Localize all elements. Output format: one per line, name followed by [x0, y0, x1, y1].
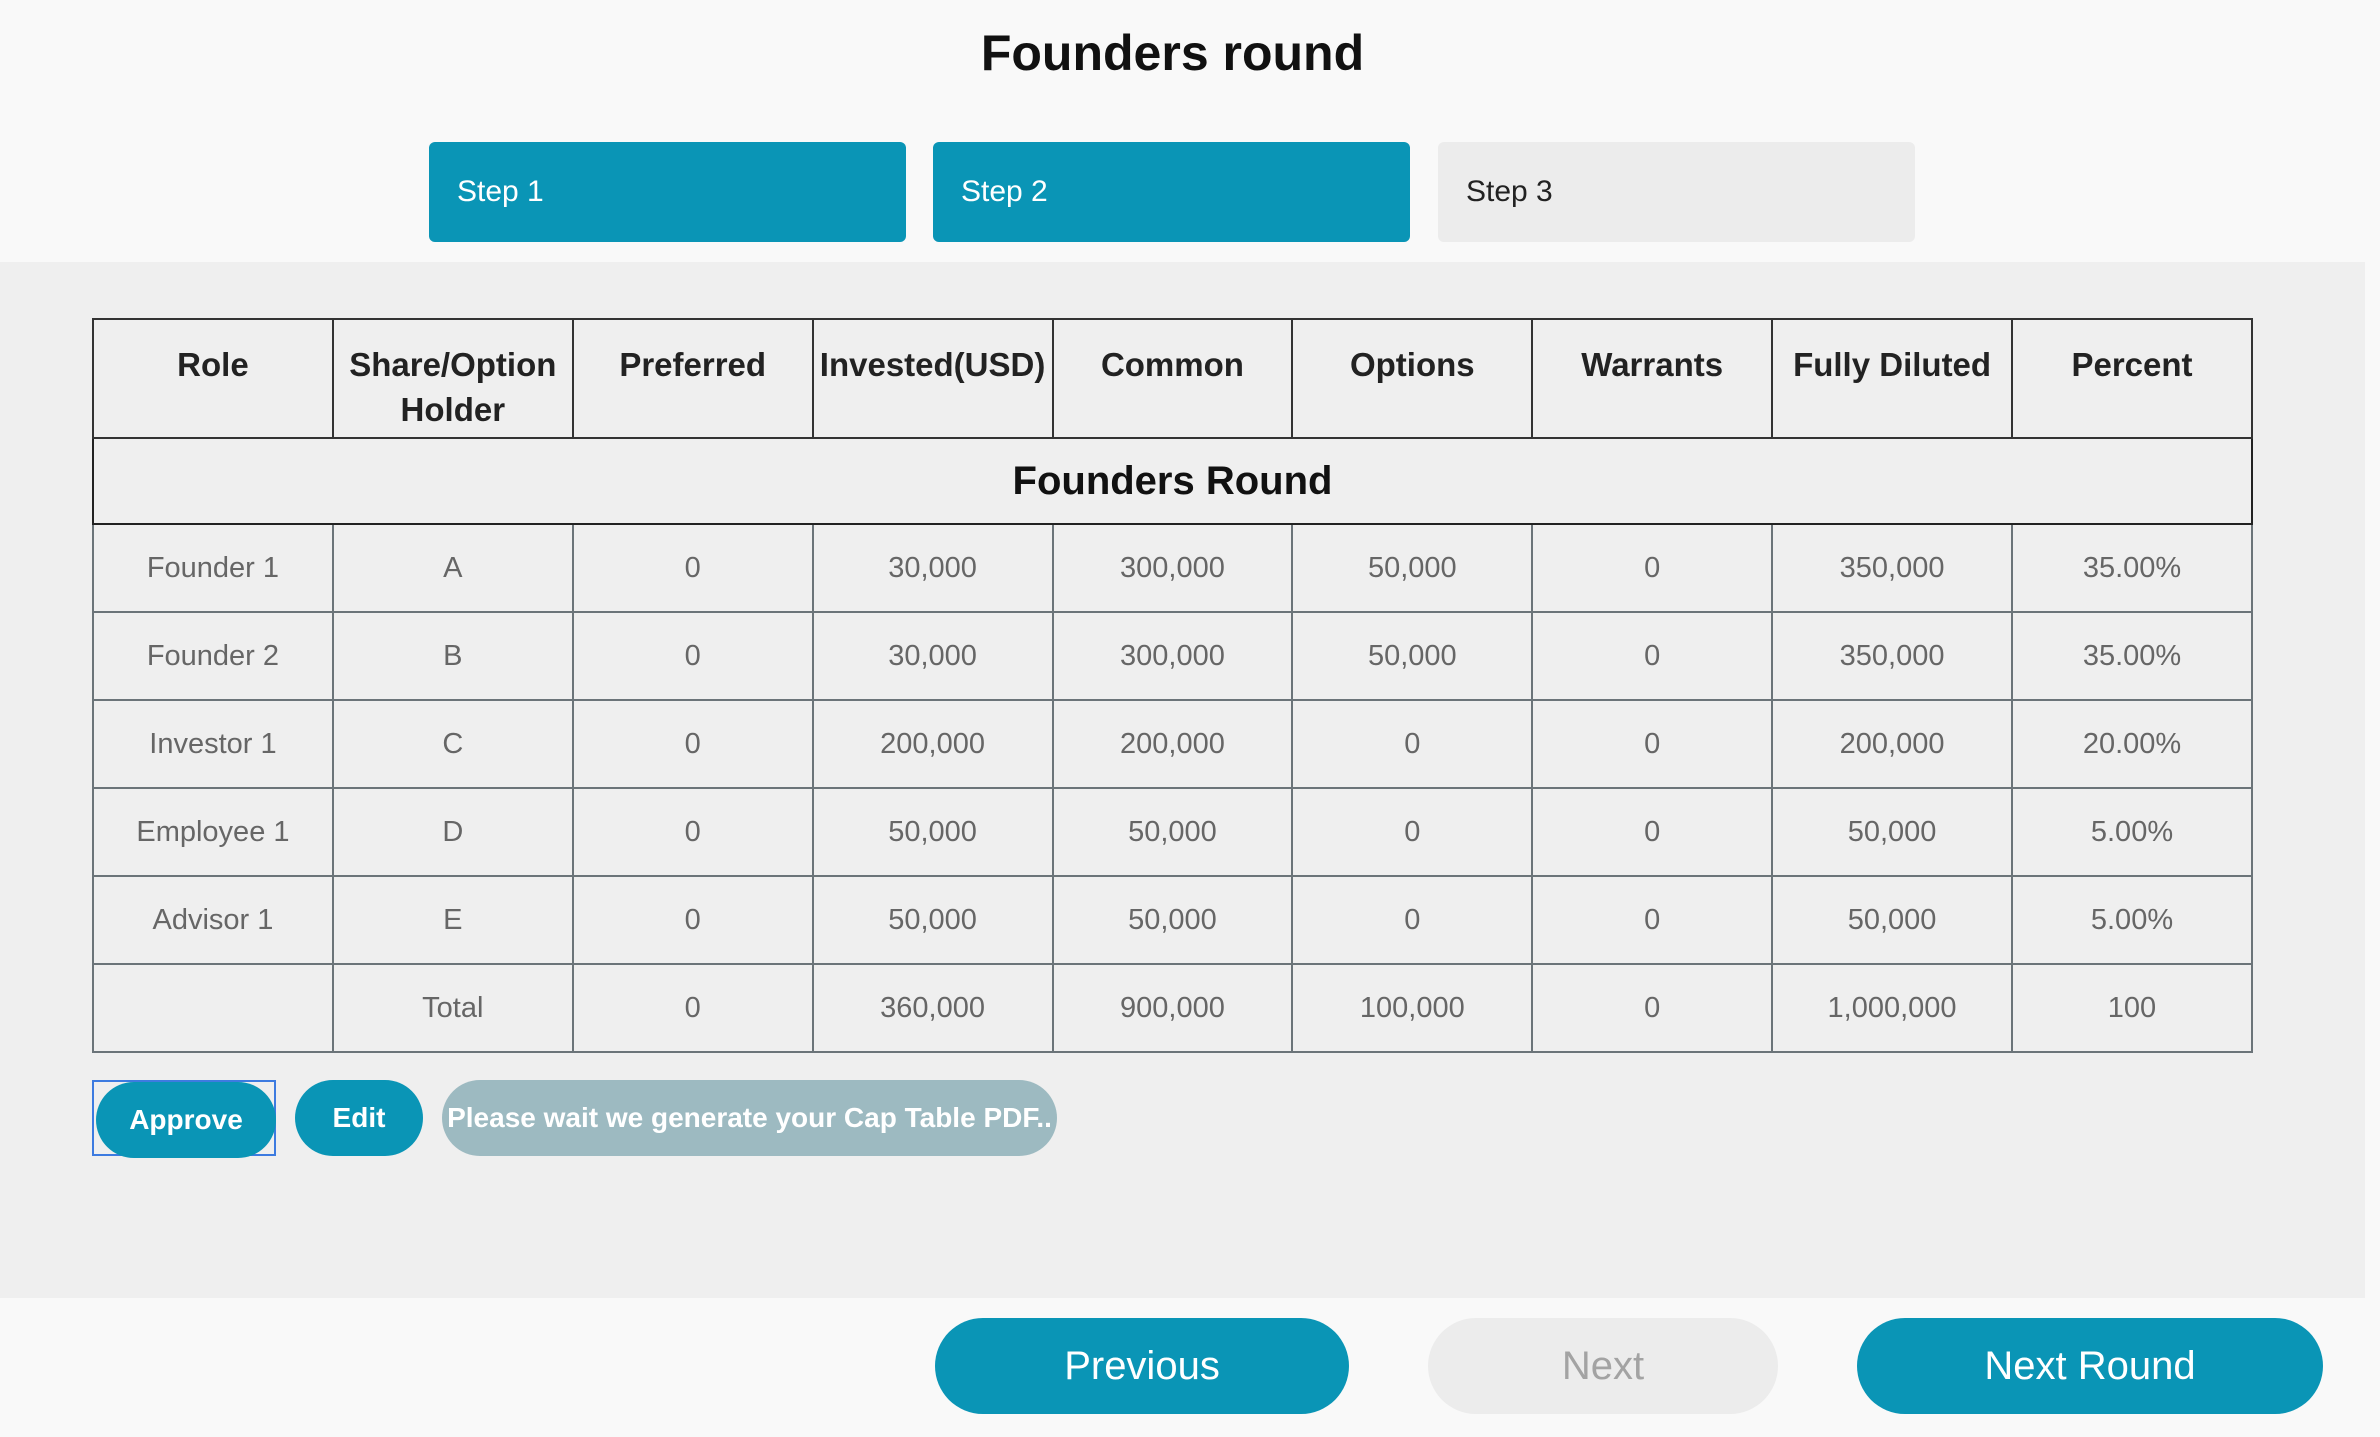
edit-button[interactable]: Edit — [295, 1080, 423, 1156]
step-3-tab[interactable]: Step 3 — [1438, 142, 1915, 242]
cell-role: Founder 1 — [92, 523, 334, 613]
header-fully-diluted: Fully Diluted — [1771, 318, 2013, 439]
header-percent: Percent — [2011, 318, 2253, 439]
cell-role: Employee 1 — [92, 787, 334, 877]
cell-role: Founder 2 — [92, 611, 334, 701]
cell-percent: 35.00% — [2011, 611, 2253, 701]
table-row: Advisor 1 E 0 50,000 50,000 0 0 50,000 5… — [92, 875, 2253, 965]
cell-invested: 50,000 — [811, 787, 1054, 877]
table-header-row: Role Share/Option Holder Preferred Inves… — [92, 318, 2253, 439]
cell-invested: 360,000 — [811, 963, 1054, 1053]
header-options: Options — [1291, 318, 1534, 439]
cell-warrants: 0 — [1531, 963, 1774, 1053]
step-indicator: Step 1 Step 2 Step 3 — [429, 142, 1915, 242]
table-row: Founder 2 B 0 30,000 300,000 50,000 0 35… — [92, 611, 2253, 701]
approve-button[interactable]: Approve — [96, 1082, 276, 1158]
header-preferred: Preferred — [571, 318, 814, 439]
cell-fully-diluted: 350,000 — [1771, 523, 2013, 613]
cell-options: 50,000 — [1291, 523, 1534, 613]
next-round-button[interactable]: Next Round — [1857, 1318, 2323, 1414]
cell-preferred: 0 — [571, 787, 814, 877]
approve-focus-ring: Approve — [92, 1080, 276, 1158]
cell-preferred: 0 — [571, 875, 814, 965]
cell-options: 0 — [1291, 875, 1534, 965]
cap-table-panel: Role Share/Option Holder Preferred Inves… — [0, 262, 2365, 1298]
cell-preferred: 0 — [571, 963, 814, 1053]
cell-warrants: 0 — [1531, 875, 1774, 965]
previous-button[interactable]: Previous — [935, 1318, 1349, 1414]
page-title: Founders round — [980, 25, 1365, 81]
next-button[interactable]: Next — [1428, 1318, 1778, 1414]
cell-invested: 50,000 — [811, 875, 1054, 965]
header-invested: Invested(USD) — [811, 318, 1054, 439]
generate-pdf-button[interactable]: Please wait we generate your Cap Table P… — [442, 1080, 1057, 1156]
cell-options: 0 — [1291, 699, 1534, 789]
cell-holder: D — [331, 787, 574, 877]
cell-holder: B — [331, 611, 574, 701]
cell-holder: E — [331, 875, 574, 965]
cell-percent: 35.00% — [2011, 523, 2253, 613]
cell-common: 50,000 — [1051, 875, 1294, 965]
cell-holder: Total — [331, 963, 574, 1053]
cell-percent: 20.00% — [2011, 699, 2253, 789]
cell-fully-diluted: 200,000 — [1771, 699, 2013, 789]
cell-common: 50,000 — [1051, 787, 1294, 877]
section-row: Founders Round — [92, 437, 2253, 525]
cell-percent: 5.00% — [2011, 787, 2253, 877]
table-row: Employee 1 D 0 50,000 50,000 0 0 50,000 … — [92, 787, 2253, 877]
cell-invested: 200,000 — [811, 699, 1054, 789]
cell-invested: 30,000 — [811, 611, 1054, 701]
table-row: Investor 1 C 0 200,000 200,000 0 0 200,0… — [92, 699, 2253, 789]
table-row: Founder 1 A 0 30,000 300,000 50,000 0 35… — [92, 523, 2253, 613]
header-holder: Share/Option Holder — [331, 318, 574, 439]
cell-options: 100,000 — [1291, 963, 1534, 1053]
step-1-tab[interactable]: Step 1 — [429, 142, 906, 242]
cell-fully-diluted: 50,000 — [1771, 875, 2013, 965]
cell-common: 300,000 — [1051, 611, 1294, 701]
cell-fully-diluted: 50,000 — [1771, 787, 2013, 877]
cell-role — [92, 963, 334, 1053]
cell-fully-diluted: 1,000,000 — [1771, 963, 2013, 1053]
cell-warrants: 0 — [1531, 699, 1774, 789]
cell-common: 900,000 — [1051, 963, 1294, 1053]
cell-percent: 5.00% — [2011, 875, 2253, 965]
cell-preferred: 0 — [571, 611, 814, 701]
total-row: Total 0 360,000 900,000 100,000 0 1,000,… — [92, 963, 2253, 1053]
cell-fully-diluted: 350,000 — [1771, 611, 2013, 701]
cell-common: 200,000 — [1051, 699, 1294, 789]
header-role: Role — [92, 318, 334, 439]
header-warrants: Warrants — [1531, 318, 1774, 439]
cell-warrants: 0 — [1531, 611, 1774, 701]
cell-preferred: 0 — [571, 699, 814, 789]
cell-options: 0 — [1291, 787, 1534, 877]
cell-role: Investor 1 — [92, 699, 334, 789]
cell-percent: 100 — [2011, 963, 2253, 1053]
cell-holder: A — [331, 523, 574, 613]
cell-role: Advisor 1 — [92, 875, 334, 965]
cell-warrants: 0 — [1531, 787, 1774, 877]
section-title: Founders Round — [92, 437, 2253, 525]
cell-invested: 30,000 — [811, 523, 1054, 613]
header-common: Common — [1051, 318, 1294, 439]
cell-common: 300,000 — [1051, 523, 1294, 613]
cell-preferred: 0 — [571, 523, 814, 613]
cap-table: Role Share/Option Holder Preferred Inves… — [92, 318, 2253, 1053]
step-2-tab[interactable]: Step 2 — [933, 142, 1410, 242]
cell-holder: C — [331, 699, 574, 789]
cell-options: 50,000 — [1291, 611, 1534, 701]
cell-warrants: 0 — [1531, 523, 1774, 613]
